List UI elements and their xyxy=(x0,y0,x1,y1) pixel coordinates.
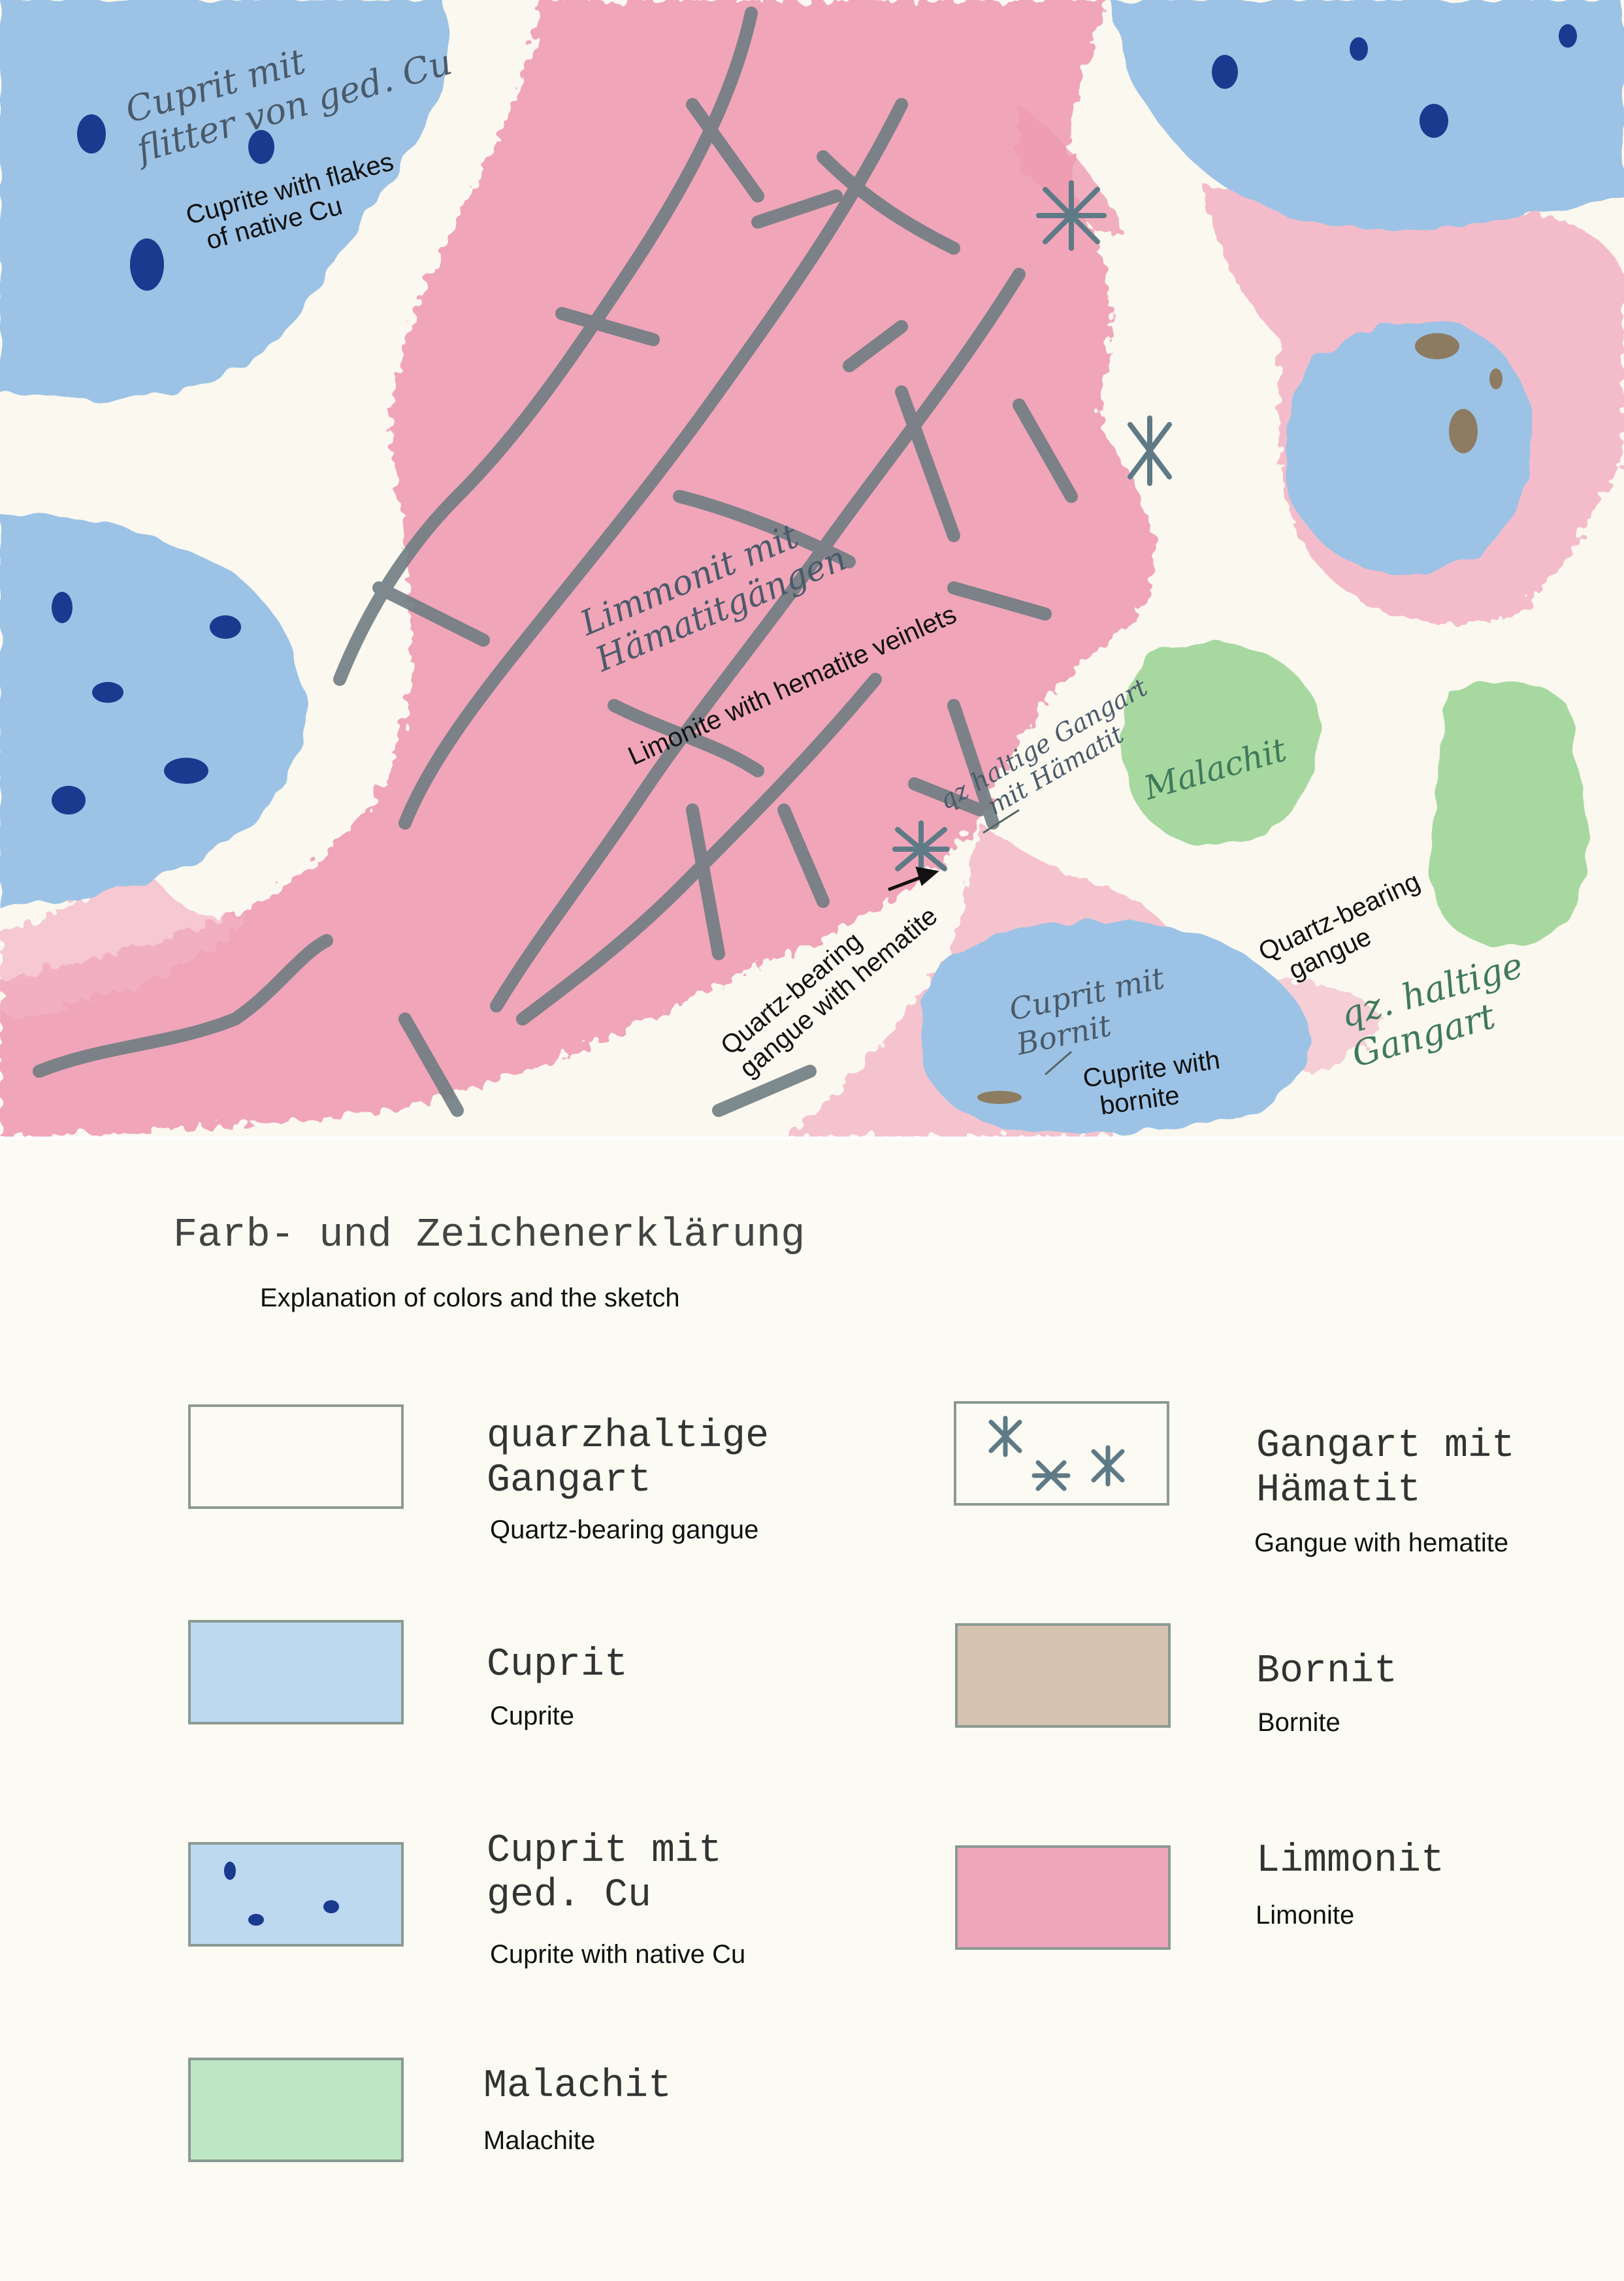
swatch-bornite xyxy=(955,1623,1171,1728)
legend-label-de: Limmonit xyxy=(1256,1839,1445,1883)
legend: Farb- und Zeichenerklärung Explanation o… xyxy=(0,1140,1624,2281)
legend-label-de: Bornit xyxy=(1256,1649,1398,1694)
native-cu-flakes-icon xyxy=(224,1862,339,1926)
legend-label-en: Cuprite with native Cu xyxy=(490,1940,746,1969)
legend-label-de: Cuprit mit ged. Cu xyxy=(487,1829,723,1918)
legend-label-en: Limonite xyxy=(1256,1901,1355,1930)
legend-label-en: Cuprite xyxy=(490,1702,574,1730)
handwritten-arrows xyxy=(983,809,1072,1076)
swatch-gangue-hematite xyxy=(954,1401,1169,1506)
swatch-malachite xyxy=(188,2058,404,2162)
legend-label-de: Cuprit xyxy=(487,1643,628,1687)
legend-label-en: Malachite xyxy=(483,2126,596,2155)
annotation-arrows xyxy=(888,866,939,892)
swatch-quartz-gangue xyxy=(188,1404,404,1509)
malachite-areas xyxy=(1124,642,1590,946)
hematite-veinlets xyxy=(33,7,1078,1117)
bornite-inclusions xyxy=(977,333,1502,1104)
mineral-sketch: Cuprit mit flitter von ged. Cu Cuprite w… xyxy=(0,0,1624,1137)
sketch-drawing xyxy=(0,0,1624,1137)
swatch-limonite xyxy=(955,1845,1171,1950)
swatch-cuprite-native-cu xyxy=(188,1842,404,1947)
legend-label-de: Gangart mit Hämatit xyxy=(1256,1424,1516,1513)
hematite-crystals-icon xyxy=(988,1416,1125,1491)
legend-label-en: Gangue with hematite xyxy=(1254,1529,1509,1557)
legend-subtitle: Explanation of colors and the sketch xyxy=(260,1284,680,1312)
native-cu-flakes xyxy=(52,24,1577,815)
legend-title: Farb- und Zeichenerklärung xyxy=(173,1212,805,1258)
legend-label-en: Bornite xyxy=(1258,1708,1340,1737)
legend-label-de: quarzhaltige Gangart xyxy=(487,1414,770,1503)
legend-label-de: Malachit xyxy=(483,2064,672,2109)
hematite-crystals xyxy=(892,180,1172,878)
cuprite-areas xyxy=(0,0,1624,1133)
legend-label-en: Quartz-bearing gangue xyxy=(490,1515,759,1544)
swatch-cuprite xyxy=(188,1620,404,1724)
